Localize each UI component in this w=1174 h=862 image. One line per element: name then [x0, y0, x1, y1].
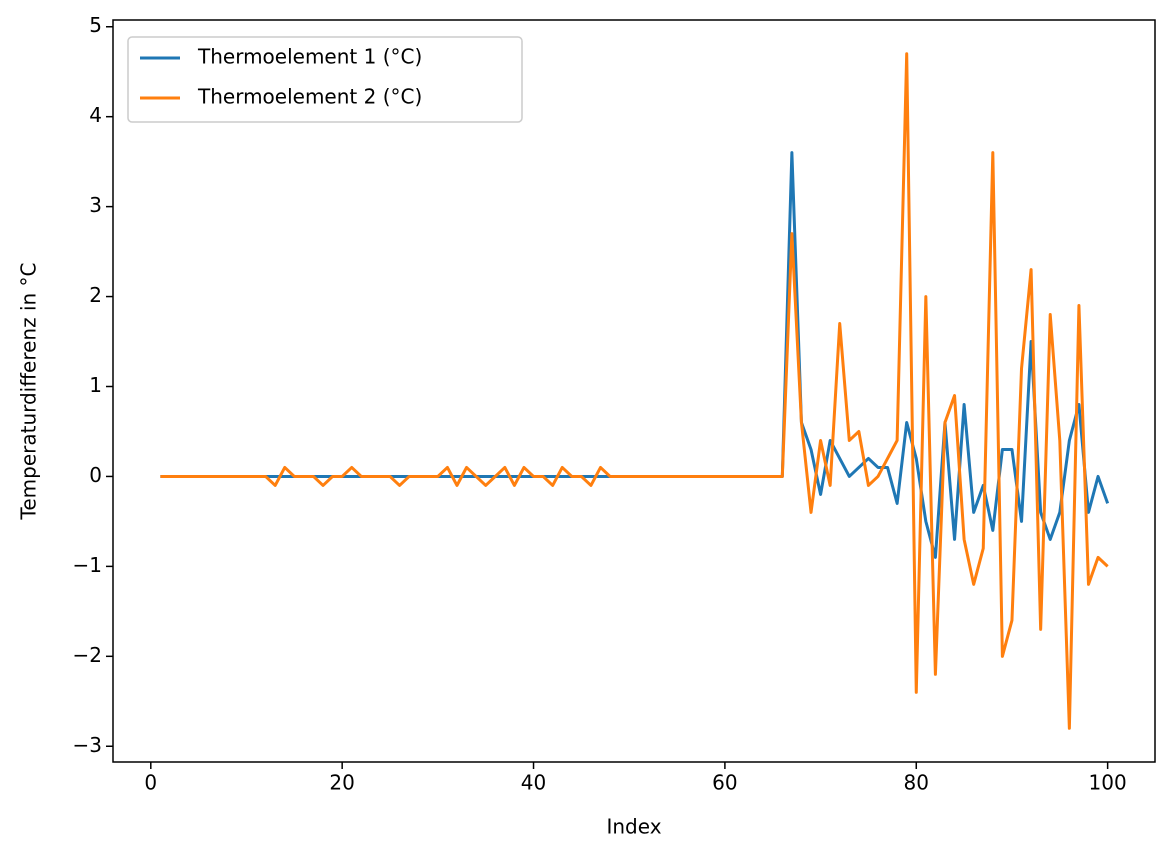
x-tick-label: 80 [904, 771, 929, 795]
x-tick-label: 40 [521, 771, 546, 795]
plot-frame [112, 19, 1156, 763]
x-tick-label: 20 [329, 771, 354, 795]
y-tick-label: 0 [89, 463, 102, 487]
y-tick-label: 4 [89, 103, 102, 127]
y-tick-label: −2 [73, 643, 102, 667]
legend-label: Thermoelement 1 (°C) [197, 45, 422, 69]
y-axis-label: Temperaturdifferenz in °C [17, 263, 41, 521]
y-tick-label: 5 [89, 13, 102, 37]
y-tick-label: 3 [89, 193, 102, 217]
x-tick-label: 0 [144, 771, 157, 795]
data-line [160, 151, 1110, 559]
legend-box [127, 36, 523, 123]
data-line [160, 52, 1109, 730]
x-tick-label: 60 [712, 771, 737, 795]
y-tick-label: 1 [89, 373, 102, 397]
y-tick-label: 2 [89, 283, 102, 307]
x-tick-label: 100 [1089, 771, 1127, 795]
y-tick-label: −3 [73, 733, 102, 757]
x-axis-label: Index [606, 815, 661, 839]
legend-label: Thermoelement 2 (°C) [197, 85, 422, 109]
y-tick-label: −1 [73, 553, 102, 577]
